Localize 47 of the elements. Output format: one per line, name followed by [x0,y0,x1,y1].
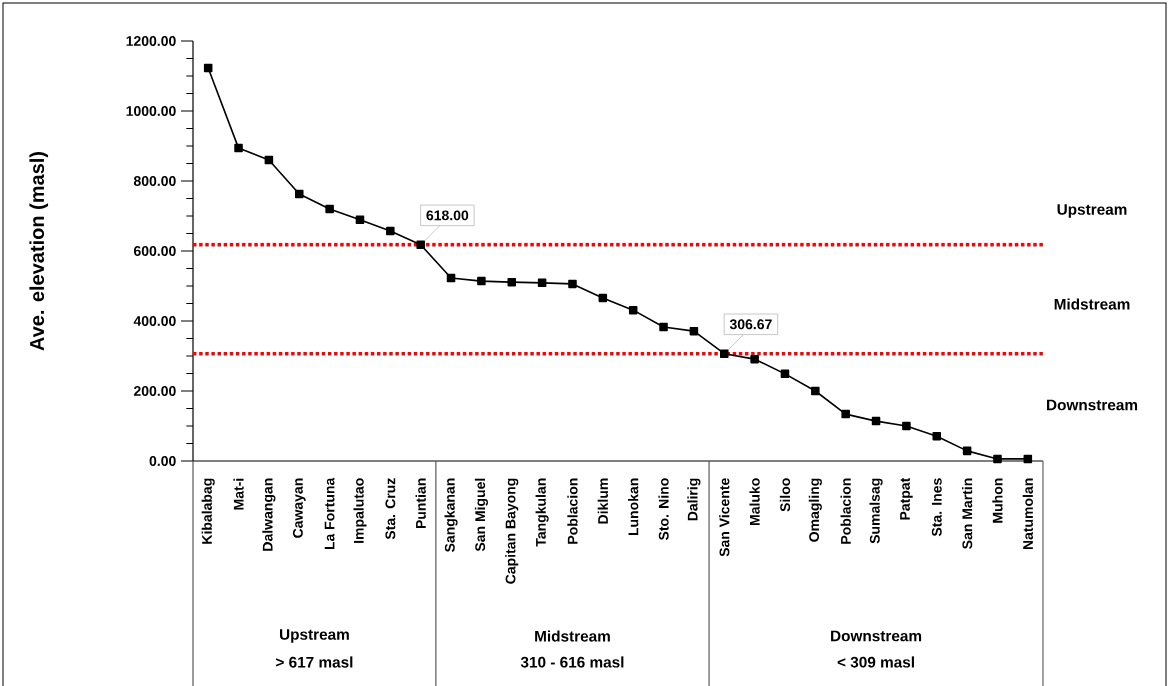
x-tick-label: Sta. Ines [931,478,942,537]
x-tick-label: Natumolan [1022,478,1033,550]
text: 310 - 616 masl [520,656,624,668]
x-tick-label: Dalwangan [262,478,276,551]
x-tick-label: San Miguel [474,478,488,552]
x-tick-label: Diklum [597,478,608,524]
x-tick-label: La Fortuna [324,477,335,550]
text: Downstream [831,630,922,642]
y-tick-label: 200.00 [133,386,176,396]
x-tick-label: Impalutao [353,478,367,543]
x-tick-label: Siloo [779,478,791,512]
text: < 309 masl [837,656,914,668]
x-tick-label: Capitan Bayong [505,478,519,584]
text: Midstream [535,630,610,642]
data-label: 618.00 [426,210,469,221]
text: Upstream [279,629,349,643]
x-tick-label: Puntian [415,478,426,529]
x-tick-label: Sta. Cruz [385,478,396,540]
data-label: 306.67 [729,319,772,330]
text: Downstream [1047,399,1138,411]
text: Midstream [1054,298,1130,310]
x-tick-label: Muhon [992,478,1003,523]
x-tick-label: Dalirig [687,478,701,521]
text: > 617 masl [276,656,353,668]
x-tick-label: Sto. Nino [658,478,669,541]
x-tick-label: Tangkulan [535,478,549,547]
x-tick-label: Omagling [808,478,822,542]
x-tick-label: Mat-i [233,478,244,510]
x-tick-label: Patpat [900,477,913,520]
x-tick-label: Lunokan [628,478,639,536]
y-tick-label: 1000.00 [126,106,176,116]
x-tick-label: Poblacion [567,478,578,544]
x-tick-label: Sumalsag [869,478,883,544]
x-tick-label: San Martin [961,478,973,549]
x-tick-label: San Vicente [719,478,730,557]
x-tick-label: Poblacion [840,478,851,544]
y-tick-label: 800.00 [133,176,176,186]
y-axis-title: Ave. elevation (masl) [29,151,49,351]
y-tick-label: 1200.00 [126,36,176,46]
y-tick-label: 0.00 [149,456,176,466]
x-tick-label: Maluko [749,478,760,526]
x-tick-label: Sangkanan [444,478,458,553]
text: Upstream [1057,204,1127,218]
y-tick-label: 400.00 [133,316,176,326]
y-tick-label: 600.00 [133,246,176,256]
x-tick-label: Kibalabag [201,478,215,544]
x-tick-label: Cawayan [292,478,306,538]
